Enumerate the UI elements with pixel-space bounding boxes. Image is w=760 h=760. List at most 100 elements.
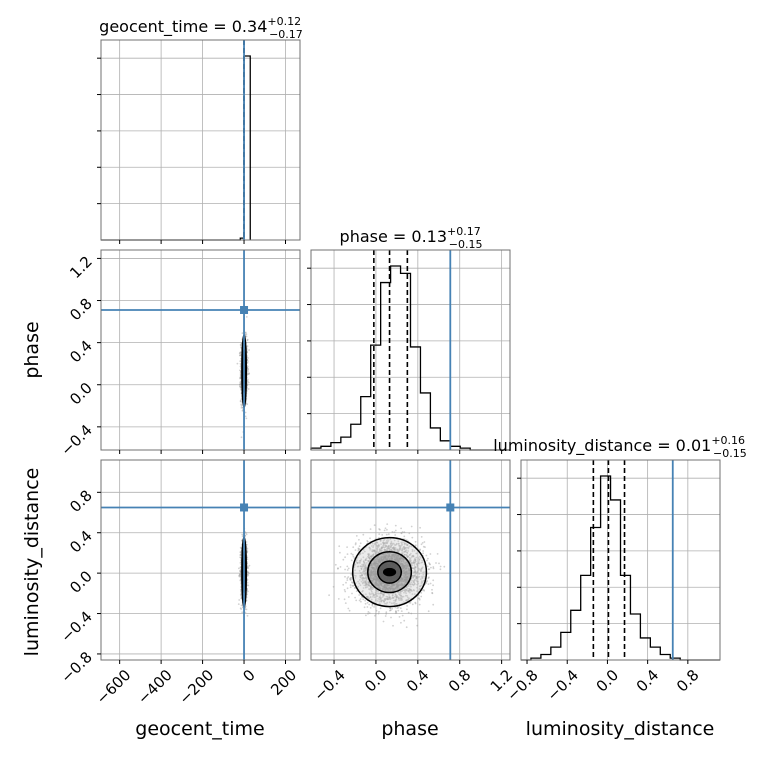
scatter-point bbox=[393, 548, 396, 550]
scatter-point bbox=[369, 547, 372, 550]
scatter-point bbox=[400, 595, 403, 598]
scatter-point bbox=[380, 543, 382, 545]
panel-frame bbox=[100, 249, 301, 451]
scatter-point bbox=[410, 556, 413, 558]
scatter-point bbox=[239, 588, 242, 591]
scatter-point bbox=[363, 606, 366, 609]
scatter-point bbox=[406, 552, 409, 554]
scatter-point bbox=[247, 388, 250, 390]
scatter-point bbox=[399, 595, 402, 597]
scatter-point bbox=[403, 546, 405, 549]
scatter-point bbox=[246, 378, 249, 381]
scatter-point bbox=[349, 577, 352, 580]
title-value: geocent_time = 0.34 bbox=[99, 17, 267, 37]
scatter-point bbox=[363, 580, 366, 582]
scatter-point bbox=[241, 533, 244, 536]
scatter-point bbox=[388, 549, 391, 551]
scatter-point bbox=[239, 399, 242, 402]
scatter-point bbox=[374, 553, 377, 555]
scatter-point bbox=[422, 550, 424, 552]
scatter-point bbox=[387, 539, 390, 542]
scatter-point bbox=[398, 551, 400, 553]
scatter-point bbox=[358, 560, 361, 562]
scatter-point bbox=[377, 612, 380, 615]
scatter-point bbox=[247, 368, 250, 371]
scatter-point bbox=[398, 616, 401, 618]
scatter-point bbox=[421, 575, 423, 578]
title-minus-err: −0.15 bbox=[449, 238, 483, 251]
scatter-point bbox=[365, 579, 367, 582]
scatter-point bbox=[415, 563, 418, 565]
scatter-point bbox=[373, 596, 376, 599]
scatter-point bbox=[422, 589, 425, 591]
scatter-point bbox=[391, 543, 394, 545]
scatter-point bbox=[239, 354, 241, 356]
scatter-point bbox=[409, 602, 412, 604]
scatter-point bbox=[362, 549, 365, 551]
scatter-point bbox=[366, 606, 369, 608]
scatter-point bbox=[382, 593, 385, 596]
scatter-point bbox=[418, 598, 421, 601]
scatter-point bbox=[358, 548, 361, 551]
scatter-point bbox=[413, 589, 415, 592]
scatter-point bbox=[372, 554, 374, 557]
scatter-point bbox=[419, 548, 422, 551]
scatter-point bbox=[394, 593, 397, 596]
scatter-point bbox=[244, 415, 247, 418]
scatter-point bbox=[363, 584, 366, 587]
scatter-point bbox=[367, 553, 370, 556]
scatter-point bbox=[369, 585, 372, 588]
scatter-point bbox=[394, 600, 397, 602]
scatter-point bbox=[413, 582, 416, 585]
scatter-point bbox=[438, 562, 440, 565]
scatter-point bbox=[344, 575, 346, 578]
scatter-point bbox=[403, 543, 406, 546]
scatter-point bbox=[404, 550, 406, 553]
scatter-point bbox=[367, 580, 370, 583]
scatter-point bbox=[384, 527, 387, 530]
scatter-point bbox=[365, 584, 367, 587]
scatter-point bbox=[380, 549, 383, 552]
scatter-point bbox=[355, 590, 358, 592]
scatter-point bbox=[239, 573, 242, 576]
scatter-point bbox=[405, 554, 408, 556]
scatter-point bbox=[418, 573, 421, 575]
scatter-point bbox=[371, 550, 374, 553]
scatter-point bbox=[392, 549, 394, 552]
scatter-point bbox=[418, 603, 421, 606]
scatter-point bbox=[349, 584, 352, 586]
scatter-point bbox=[384, 602, 386, 605]
scatter-point bbox=[358, 582, 361, 585]
scatter-point bbox=[364, 563, 367, 566]
scatter-point bbox=[412, 555, 415, 558]
scatter-point bbox=[407, 550, 410, 552]
scatter-point bbox=[342, 558, 345, 561]
scatter-point bbox=[415, 576, 418, 578]
scatter-point bbox=[403, 591, 405, 594]
scatter-point bbox=[403, 589, 406, 592]
scatter-point bbox=[432, 603, 435, 606]
scatter-point bbox=[385, 598, 387, 600]
scatter-point bbox=[414, 540, 417, 543]
scatter-point bbox=[239, 554, 242, 556]
scatter-point bbox=[368, 557, 371, 560]
scatter-point bbox=[364, 582, 367, 584]
scatter-point bbox=[419, 568, 421, 571]
scatter-point bbox=[384, 546, 387, 548]
scatter-point bbox=[387, 546, 390, 548]
scatter-point bbox=[367, 581, 370, 584]
scatter-point bbox=[405, 599, 408, 602]
scatter-point bbox=[239, 385, 242, 388]
scatter-point bbox=[413, 575, 415, 577]
scatter-point bbox=[415, 571, 417, 573]
scatter-point bbox=[428, 562, 430, 564]
scatter-point bbox=[380, 597, 383, 599]
scatter-point bbox=[362, 556, 365, 559]
scatter-point bbox=[361, 582, 364, 585]
scatter-point bbox=[370, 554, 373, 557]
scatter-point bbox=[368, 603, 371, 606]
scatter-point bbox=[397, 549, 400, 552]
scatter-point bbox=[247, 584, 250, 587]
scatter-point bbox=[430, 566, 432, 569]
scatter-point bbox=[368, 581, 370, 584]
